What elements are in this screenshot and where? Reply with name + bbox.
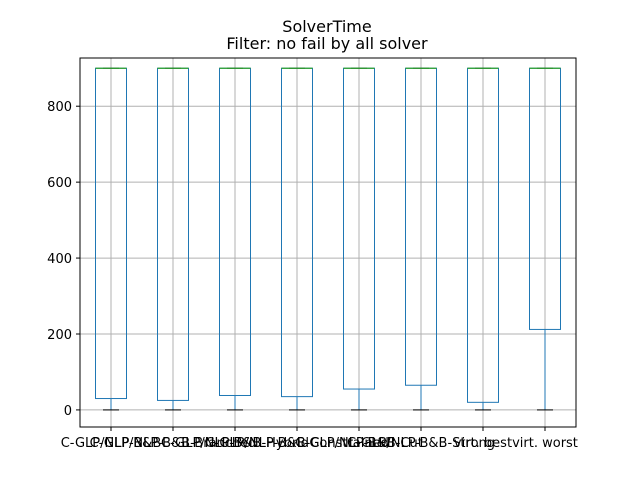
x-tick-label: virt. best	[454, 436, 512, 451]
y-tick-label: 400	[47, 252, 72, 267]
box-group	[219, 67, 251, 411]
x-tick-label: C-GLP/NLP-B&B-Cut	[295, 436, 423, 451]
y-tick-label: 800	[47, 100, 72, 115]
chart-title: SolverTime	[282, 17, 371, 36]
x-tick-label: virt. worst	[512, 436, 578, 451]
y-tick-label: 0	[64, 404, 72, 419]
box-group	[157, 67, 189, 411]
y-tick-label: 600	[47, 176, 72, 191]
x-tick-label: C-GLP/NLP-B&B	[61, 436, 162, 451]
chart-subtitle: Filter: no fail by all solver	[226, 34, 428, 53]
box-group	[343, 67, 375, 411]
box-group	[281, 67, 313, 411]
plot-frame	[79, 57, 577, 428]
boxes	[95, 67, 561, 411]
x-tick-label: C-GLP/NLP-B&B-Strong	[347, 436, 495, 451]
y-axis: 0 200 400 600 800	[47, 100, 80, 419]
x-tick-label: C-GLP/NLP-B&B-Branched	[90, 436, 257, 451]
x-tick-label: C-GLP/NLP-B&B-Constrained	[205, 436, 389, 451]
box-group	[467, 67, 499, 411]
x-tick-label: C-GLP/NLP-B&B-Hybrid	[161, 436, 309, 451]
box-group	[529, 67, 561, 411]
y-tick-label: 200	[47, 328, 72, 343]
grid-lines	[80, 58, 576, 427]
box-group	[95, 67, 127, 411]
x-axis: C-GLP/NLP-B&BC-GLP/NLP-B&B-BranchedC-GLP…	[61, 427, 578, 451]
box-group	[405, 67, 437, 411]
